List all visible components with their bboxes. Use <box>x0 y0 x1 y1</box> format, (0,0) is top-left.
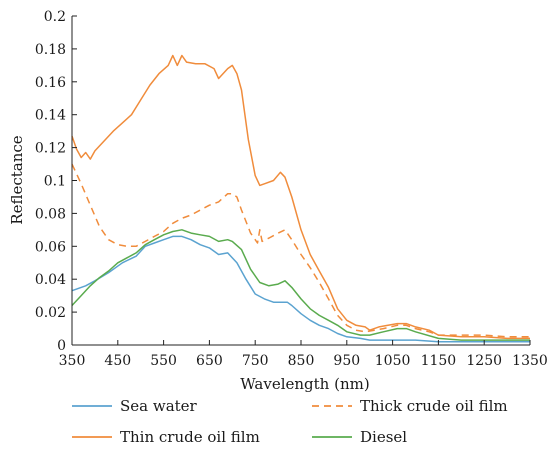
x-tick-label: 750 <box>242 353 269 369</box>
legend-label-thin-crude-oil-film: Thin crude oil film <box>120 428 260 446</box>
x-tick-label: 1150 <box>421 353 457 369</box>
y-tick-label: 0.06 <box>35 239 66 255</box>
tick-marks: 0 0.02 0.04 0.06 0.08 0.1 0.12 0.14 0.16 0.18 0.2 3… <box>35 9 548 369</box>
y-tick-label: 0.08 <box>35 206 66 222</box>
y-axis-title: Reflectance <box>8 135 26 224</box>
axes <box>71 16 530 346</box>
y-tick-label: 0.12 <box>35 141 66 157</box>
legend-label-sea-water: Sea water <box>120 397 198 415</box>
y-tick-label: 0.02 <box>35 305 66 321</box>
series-line-thick-crude-oil-film <box>71 163 530 338</box>
legend-label-thick-crude-oil-film: Thick crude oil film <box>360 397 508 415</box>
series-line-diesel <box>71 229 530 341</box>
y-tick-label: 0.1 <box>44 174 66 190</box>
x-axis-title: Wavelength (nm) <box>240 375 369 393</box>
x-tick-label: 950 <box>333 353 360 369</box>
y-tick-label: 0.18 <box>35 42 66 58</box>
x-tick-label: 1250 <box>466 353 502 369</box>
legend-label-diesel: Diesel <box>360 428 407 446</box>
series-line-sea-water <box>71 235 530 343</box>
x-tick-label: 1350 <box>512 353 548 369</box>
series-line-thin-crude-oil-film <box>71 54 530 340</box>
x-tick-label: 850 <box>288 353 315 369</box>
y-tick-label: 0.14 <box>35 108 66 124</box>
y-tick-label: 0 <box>57 338 66 354</box>
y-tick-label: 0.2 <box>44 9 66 25</box>
x-tick-label: 450 <box>104 353 131 369</box>
x-tick-label: 650 <box>196 353 223 369</box>
x-tick-label: 350 <box>59 353 86 369</box>
y-tick-label: 0.04 <box>35 272 66 288</box>
x-tick-label: 1050 <box>375 353 411 369</box>
legend: Sea water Thick crude oil film Thin crude … <box>72 397 508 446</box>
plot-lines <box>71 54 530 343</box>
y-tick-label: 0.16 <box>35 75 66 91</box>
x-tick-label: 550 <box>150 353 177 369</box>
